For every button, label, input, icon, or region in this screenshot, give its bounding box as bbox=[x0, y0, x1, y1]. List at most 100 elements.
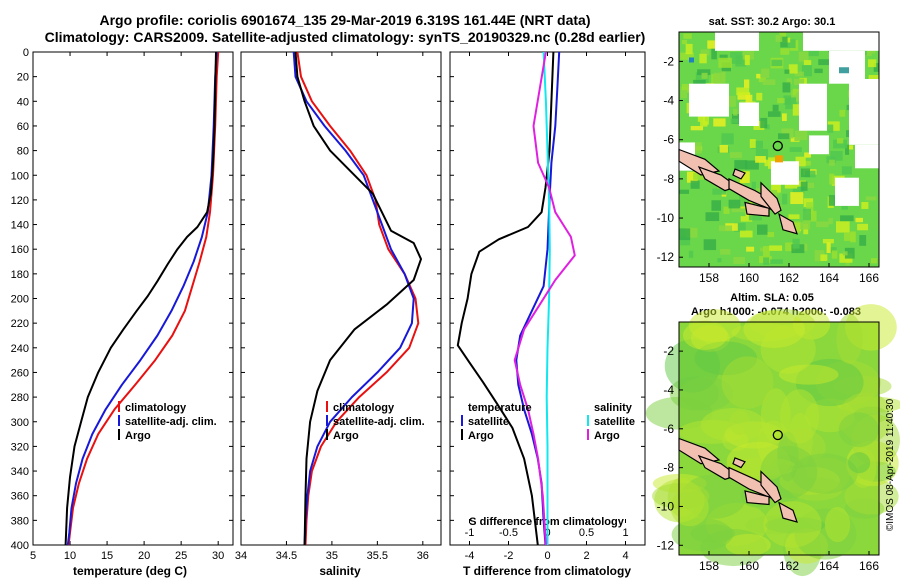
argo-location-marker bbox=[772, 429, 783, 441]
lat-tick-label: -4 bbox=[663, 383, 674, 397]
salinity-series-argo bbox=[294, 51, 422, 546]
island bbox=[760, 181, 782, 215]
field-patch bbox=[713, 72, 726, 84]
field-patch bbox=[760, 247, 766, 252]
lat-tick-label: -8 bbox=[663, 172, 674, 186]
legend-label: satellite bbox=[468, 416, 509, 428]
field-patch bbox=[859, 235, 867, 246]
x-tick-label: 34.5 bbox=[276, 550, 297, 562]
field-patch bbox=[729, 152, 742, 158]
data-gap bbox=[835, 177, 859, 206]
argo-location-marker bbox=[772, 140, 783, 152]
field-patch bbox=[771, 182, 781, 193]
field-patch bbox=[820, 254, 828, 262]
x-tick-label: 36 bbox=[417, 550, 429, 562]
legend-label: climatology bbox=[125, 402, 187, 414]
field-patch bbox=[681, 39, 688, 45]
legend-label: satellite-adj. clim. bbox=[333, 416, 425, 428]
field-patch bbox=[683, 33, 692, 39]
field-patch bbox=[833, 139, 848, 149]
field-patch bbox=[840, 215, 854, 222]
depth-tick-label: 380 bbox=[11, 515, 29, 527]
field-patch bbox=[731, 205, 746, 213]
field-patch bbox=[681, 83, 690, 90]
field-patch bbox=[838, 412, 879, 448]
field-patch bbox=[786, 78, 792, 85]
field-patch bbox=[799, 221, 811, 230]
depth-tick-label: 80 bbox=[17, 146, 29, 158]
sla-map-frame bbox=[678, 321, 880, 556]
field-patch bbox=[760, 117, 768, 129]
x-tick-label: 30 bbox=[212, 550, 224, 562]
field-patch bbox=[699, 53, 707, 64]
island bbox=[778, 212, 798, 235]
field-patch bbox=[827, 121, 840, 131]
field-patch bbox=[849, 145, 854, 150]
field-patch bbox=[725, 95, 736, 107]
field-patch bbox=[682, 320, 728, 350]
field-patch bbox=[867, 59, 877, 68]
field-patch bbox=[836, 138, 844, 144]
field-patch bbox=[845, 144, 850, 155]
field-patch bbox=[800, 181, 808, 191]
field-patch bbox=[865, 196, 877, 201]
title-line-1: Argo profile: coriolis 6901674_135 29-Ma… bbox=[99, 12, 590, 28]
field-patch bbox=[688, 250, 694, 258]
depth-tick-label: 280 bbox=[11, 392, 29, 404]
field-patch bbox=[685, 227, 698, 238]
field-patch bbox=[828, 195, 841, 206]
field-patch bbox=[780, 48, 790, 55]
field-patch bbox=[680, 86, 688, 99]
lat-tick-label: -10 bbox=[657, 211, 675, 225]
field-patch bbox=[688, 142, 702, 154]
field-patch bbox=[736, 87, 750, 96]
field-patch bbox=[743, 79, 750, 89]
lon-tick-label: 164 bbox=[819, 271, 839, 285]
field-patch bbox=[794, 71, 804, 77]
field-patch bbox=[814, 68, 823, 74]
field-patch bbox=[822, 238, 834, 244]
depth-tick-label: 340 bbox=[11, 466, 29, 478]
x-tick-label: 35 bbox=[326, 550, 338, 562]
field-patch bbox=[801, 65, 812, 77]
field-patch bbox=[835, 221, 850, 233]
salinity-profile-panel: 34 34.5 35 35.5 36 climatology satellite-adj. … bbox=[235, 51, 442, 562]
field-patch bbox=[728, 199, 741, 209]
field-patch bbox=[782, 82, 791, 93]
field-patch bbox=[763, 257, 770, 265]
legend-label: satellite-adj. clim. bbox=[125, 416, 217, 428]
depth-tick-label: 240 bbox=[11, 343, 29, 355]
field-patch bbox=[700, 49, 710, 56]
field-patch bbox=[829, 159, 835, 166]
field-patch bbox=[758, 77, 766, 83]
field-patch bbox=[737, 92, 751, 100]
field-patch bbox=[769, 245, 783, 251]
x-tick-label: -4 bbox=[465, 550, 475, 562]
field-patch bbox=[781, 113, 787, 122]
field-patch bbox=[743, 310, 806, 349]
field-patch bbox=[751, 140, 763, 149]
lat-tick-label: -6 bbox=[663, 133, 674, 147]
field-patch bbox=[756, 92, 763, 101]
field-patch bbox=[679, 189, 690, 194]
island bbox=[744, 490, 770, 506]
legend-label: Argo bbox=[125, 430, 151, 442]
depth-tick-label: 60 bbox=[17, 121, 29, 133]
temperature-profile-panel: 0 20 40 60 80 100 120 140 160 180 200 220 240 260 280 3… bbox=[11, 47, 234, 562]
field-patch bbox=[798, 51, 809, 62]
x-tick-label: 4 bbox=[622, 550, 628, 562]
depth-tick-label: 40 bbox=[17, 96, 29, 108]
field-patch bbox=[824, 506, 851, 543]
s-axis-tick-label: -0.5 bbox=[499, 527, 518, 539]
field-patch bbox=[685, 43, 693, 55]
x-tick-label: -2 bbox=[504, 550, 514, 562]
field-patch bbox=[705, 212, 720, 222]
salinity-plot-frame bbox=[240, 51, 442, 546]
field-patch bbox=[680, 52, 694, 60]
field-patch bbox=[744, 55, 750, 66]
field-patch bbox=[733, 256, 745, 265]
island bbox=[760, 470, 782, 504]
lat-tick-label: -2 bbox=[663, 54, 674, 68]
field-patch bbox=[712, 188, 727, 195]
field-patch bbox=[873, 62, 879, 72]
